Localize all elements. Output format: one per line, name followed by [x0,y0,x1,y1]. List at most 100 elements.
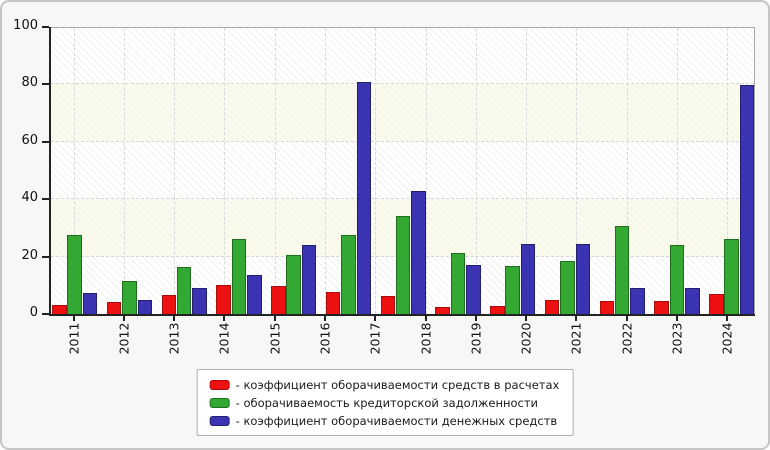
x-axis-label: 2020 [518,322,534,355]
vertical-gridline [123,28,125,314]
bar-series1-group8 [505,266,520,314]
x-axis-tick [726,316,729,321]
vertical-gridline [325,28,327,314]
y-axis-label: 60 [21,132,38,148]
bar-series1-group10 [614,226,630,314]
bar-series1-group7 [450,252,466,314]
bar-series2-group5 [356,81,372,314]
bar-series0-group6 [380,295,395,314]
horizontal-gridline [51,198,754,200]
bar-series2-group2 [192,288,207,314]
y-axis-label: 80 [21,75,38,91]
x-axis-label: 2023 [669,322,685,355]
vertical-gridline [727,28,729,314]
horizontal-gridline [51,140,754,142]
legend-swatch-blue [209,415,230,426]
bar-series0-group11 [654,301,669,314]
bar-series0-group1 [106,302,122,314]
x-axis-tick [676,316,679,321]
x-axis-tick [173,316,176,321]
bar-series1-group3 [231,238,247,314]
x-axis-label: 2015 [267,322,283,355]
horizontal-gridline [51,83,754,85]
vertical-gridline [375,28,377,314]
x-axis-label: 2021 [568,322,584,355]
bar-series2-group6 [411,191,426,314]
bar-series0-group0 [52,305,67,314]
x-axis-tick [525,316,528,321]
x-axis-line [49,314,755,316]
bar-series0-group4 [271,285,286,314]
x-axis-tick [424,316,427,321]
vertical-gridline [274,28,276,314]
bar-series2-group7 [466,265,481,314]
vertical-gridline [425,28,427,314]
vertical-gridline [677,28,679,314]
x-axis-label: 2013 [166,322,182,355]
y-axis-tick [42,313,49,315]
legend-label: - коэффициент оборачиваемости средств в … [235,377,560,392]
bar-series0-group8 [490,305,505,314]
x-axis-tick [324,316,327,321]
plot-area [51,27,755,314]
y-axis-label: 100 [13,18,38,33]
bar-series0-group12 [709,293,724,314]
y-axis-tick [42,255,49,258]
bar-series1-group9 [560,261,575,314]
bar-series1-group4 [286,255,301,314]
bar-series2-group10 [630,288,645,314]
bar-series2-group8 [520,243,536,314]
bar-series0-group9 [544,299,560,314]
x-axis-tick [122,316,125,321]
legend-label: - оборачиваемость кредиторской задолженн… [235,395,539,410]
bar-series1-group12 [724,238,739,314]
vertical-gridline [475,28,477,314]
x-axis-tick [374,316,377,321]
bar-series0-group3 [216,285,231,314]
y-axis-line [49,27,51,316]
vertical-gridline [576,28,578,314]
x-axis-tick [223,316,226,321]
y-axis-tick [42,26,49,28]
vertical-gridline [73,28,75,314]
x-axis-label: 2024 [719,322,735,355]
bar-series2-group4 [301,245,317,314]
bar-series1-group11 [669,244,685,314]
bar-series1-group2 [176,266,192,314]
bar-series1-group5 [341,235,356,314]
x-axis-label: 2022 [619,322,635,355]
legend-item-receivables: - коэффициент оборачиваемости средств в … [209,377,560,392]
legend-item-payables: - оборачиваемость кредиторской задолженн… [209,395,560,410]
x-axis-label: 2016 [317,322,333,355]
vertical-gridline [626,28,628,314]
bar-series0-group10 [599,300,614,314]
vertical-gridline [174,28,176,314]
x-axis-tick [625,316,628,321]
x-axis-tick [273,316,276,321]
y-axis-tick [42,83,49,86]
x-axis-tick [72,316,75,321]
bar-series2-group3 [247,274,262,314]
x-axis-label: 2012 [116,322,132,355]
bar-series1-group6 [395,215,411,314]
y-axis-tick [42,198,49,201]
bar-series0-group5 [325,292,341,314]
x-axis-tick [575,316,578,321]
x-axis-label: 2017 [367,322,383,355]
legend-item-cash: - коэффициент оборачиваемости денежных с… [209,413,560,428]
vertical-gridline [224,28,226,314]
bar-series1-group1 [122,281,137,314]
bar-series0-group7 [435,306,450,314]
bar-series2-group1 [137,299,153,314]
bar-series2-group0 [82,293,98,314]
plot-band [51,84,754,142]
bar-series1-group0 [67,235,82,314]
x-axis-label: 2018 [418,322,434,355]
legend-swatch-green [209,397,230,408]
bar-series2-group12 [739,85,755,314]
x-axis-label: 2011 [66,322,82,355]
y-axis-label: 20 [21,247,38,263]
legend: - коэффициент оборачиваемости средств в … [196,369,574,436]
vertical-gridline [526,28,528,314]
